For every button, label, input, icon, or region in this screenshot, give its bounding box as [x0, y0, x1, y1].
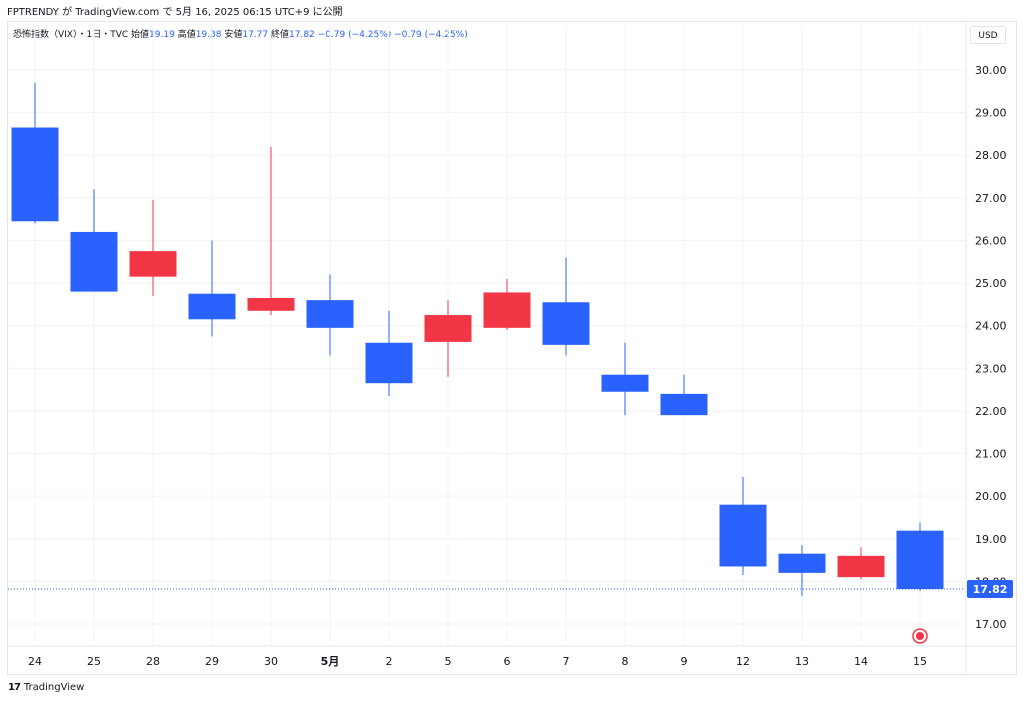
y-tick-label: 23.00	[975, 362, 1007, 375]
last-price-badge	[967, 580, 1013, 599]
y-tick-label: 22.00	[975, 405, 1007, 418]
symbol-legend: 恐怖指数（VIX）・1日・TVC 始値19.19 高値19.38 安値17.77…	[13, 27, 468, 40]
candle-body	[837, 555, 885, 578]
publisher-line: FPTRENDY が TradingView.com で 5月 16, 2025…	[7, 7, 343, 18]
candle-body	[247, 297, 295, 311]
y-tick-label: 29.00	[975, 107, 1007, 120]
candle-body	[542, 302, 590, 345]
candle-body	[424, 315, 472, 342]
legend-close-label: 終値	[271, 30, 290, 40]
y-tick-label: 26.00	[975, 234, 1007, 247]
y-tick-label: 30.00	[975, 64, 1007, 77]
x-tick-label: 25	[87, 655, 101, 668]
legend-open-label: 始値	[131, 30, 150, 40]
legend-low-label: 安値	[224, 30, 243, 40]
candle-body	[719, 504, 767, 567]
y-tick-label: 19.00	[975, 533, 1007, 546]
candle-body	[778, 553, 826, 573]
x-tick-label: 2	[386, 655, 393, 668]
y-tick-label: 27.00	[975, 192, 1007, 205]
y-tick-label: 17.00	[975, 618, 1007, 631]
candle-body	[129, 251, 177, 277]
legend-open-value: 19.19	[149, 30, 175, 40]
legend-high-value: 19.38	[195, 30, 222, 40]
x-tick-label: 8	[622, 655, 629, 668]
y-tick-label: 20.00	[975, 490, 1007, 503]
x-tick-label: 6	[504, 655, 511, 668]
legend-change-percent: −0.79 (−4.25%)	[394, 30, 468, 40]
x-tick-label: 13	[795, 655, 809, 668]
candle-body	[365, 342, 413, 384]
chart-frame	[7, 21, 1017, 675]
candle-body	[896, 530, 944, 590]
legend-close-value: 17.82	[289, 30, 315, 40]
legend-change: −0.79 (−4.25%)	[317, 30, 392, 40]
footer-brand[interactable]: TradingView	[23, 682, 85, 693]
tradingview-logo-icon: 17	[8, 682, 21, 693]
candle-body	[601, 374, 649, 392]
footer-branding: 17 TradingView	[8, 682, 84, 693]
x-tick-label: 12	[736, 655, 750, 668]
x-tick-label: 15	[913, 655, 927, 668]
x-tick-label: 7	[563, 655, 570, 668]
y-tick-label: 24.00	[975, 320, 1007, 333]
legend-low-value: 17.77	[242, 30, 269, 40]
x-tick-label: 14	[854, 655, 868, 668]
x-tick-label: 5	[445, 655, 452, 668]
x-tick-label: 29	[205, 655, 219, 668]
currency-button[interactable]: USD	[970, 26, 1006, 44]
x-tick-label: 24	[28, 655, 42, 668]
candle-body	[11, 127, 59, 222]
candle-body	[660, 393, 708, 416]
y-tick-label: 21.00	[975, 448, 1007, 461]
candle-body	[483, 292, 531, 328]
last-price-label: 17.82	[973, 583, 1008, 596]
candle-body	[306, 300, 354, 328]
y-tick-label: 25.00	[975, 277, 1007, 290]
legend-symbol[interactable]: 恐怖指数（VIX）・1日・TVC	[13, 30, 129, 40]
legend-high-label: 高値	[177, 30, 196, 40]
candle-body	[188, 293, 236, 320]
us-flag-event-icon-inner	[916, 632, 924, 640]
x-tick-label: 28	[146, 655, 160, 668]
x-tick-label: 9	[681, 655, 688, 668]
y-tick-label: 28.00	[975, 149, 1007, 162]
x-tick-label: 5月	[321, 655, 340, 668]
x-tick-label: 30	[264, 655, 278, 668]
candle-body	[70, 231, 118, 292]
